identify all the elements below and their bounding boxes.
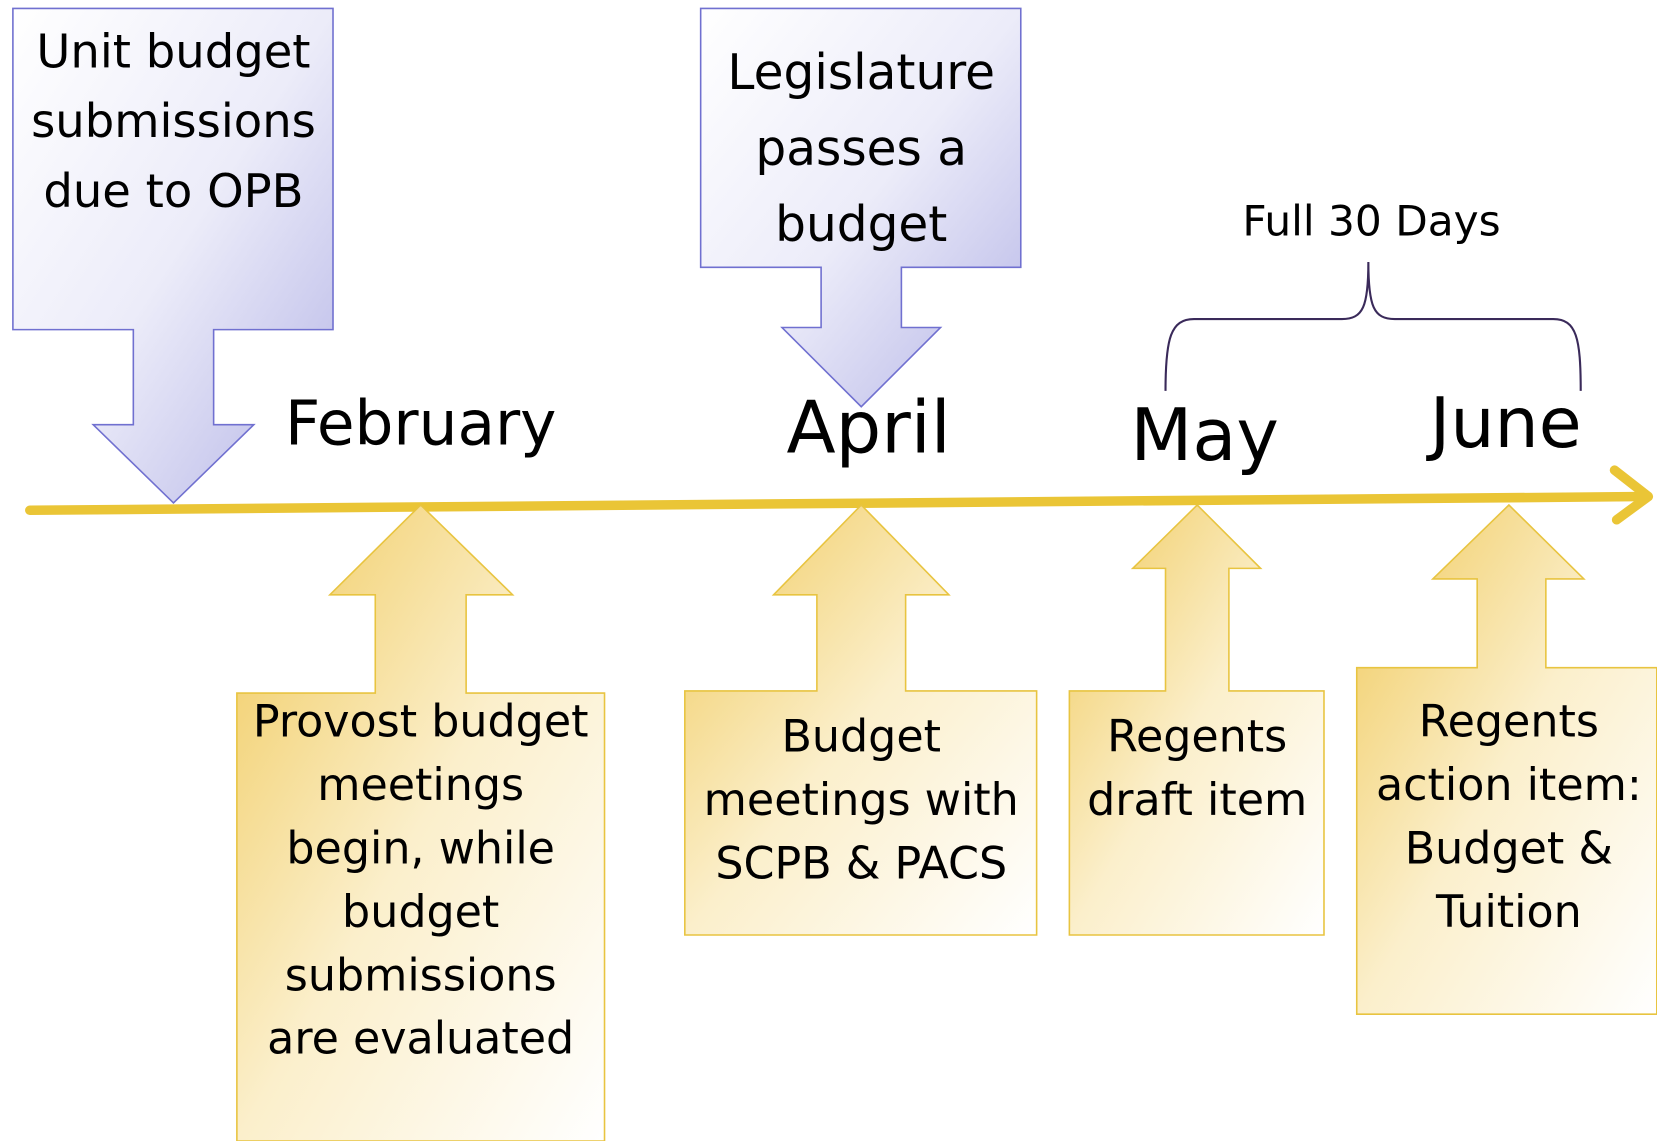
callout-line: are evaluated [267,1014,574,1065]
callout-line: Unit budget [36,24,310,78]
callout-line: due to OPB [43,164,303,218]
callout-line: budget [775,197,947,253]
callout-line: SCPB & PACS [715,838,1007,889]
callout-up [1355,503,1657,1016]
callout-line: Budget & [1405,824,1613,875]
month-label: May [1130,393,1279,477]
callout-line: budget [342,887,499,938]
brace-label: Full 30 Days [1242,196,1500,245]
callout-line: meetings [317,760,524,811]
month-label: June [1426,383,1582,464]
callout-line: Budget [781,712,941,763]
timeline-arrowhead [1609,465,1654,525]
callout-line: begin, while [286,824,555,875]
callout-line: passes a [755,121,967,177]
callout-line: submissions [285,950,557,1001]
callout-line: Legislature [727,45,995,101]
callout-line: submissions [31,94,316,148]
callout-line: Provost budget [253,697,589,748]
callout-line: Tuition [1435,887,1582,938]
callout-line: action item: [1376,760,1642,811]
callout-line: draft item [1087,775,1307,826]
callout-texts: Unit budget submissions due to OPB Legislat… [31,24,1642,1064]
month-label: April [787,386,951,470]
brace [1164,262,1582,391]
callout-line: Regents [1419,697,1599,748]
callout-up [236,503,606,1141]
month-label: February [285,388,556,459]
callout-line: meetings with [704,775,1019,826]
callout-down [699,7,1022,408]
callout-down [12,7,334,504]
callout-up [684,503,1038,936]
timeline [25,491,1649,516]
callout-up [1068,503,1325,936]
callout-line: Regents [1107,712,1287,763]
